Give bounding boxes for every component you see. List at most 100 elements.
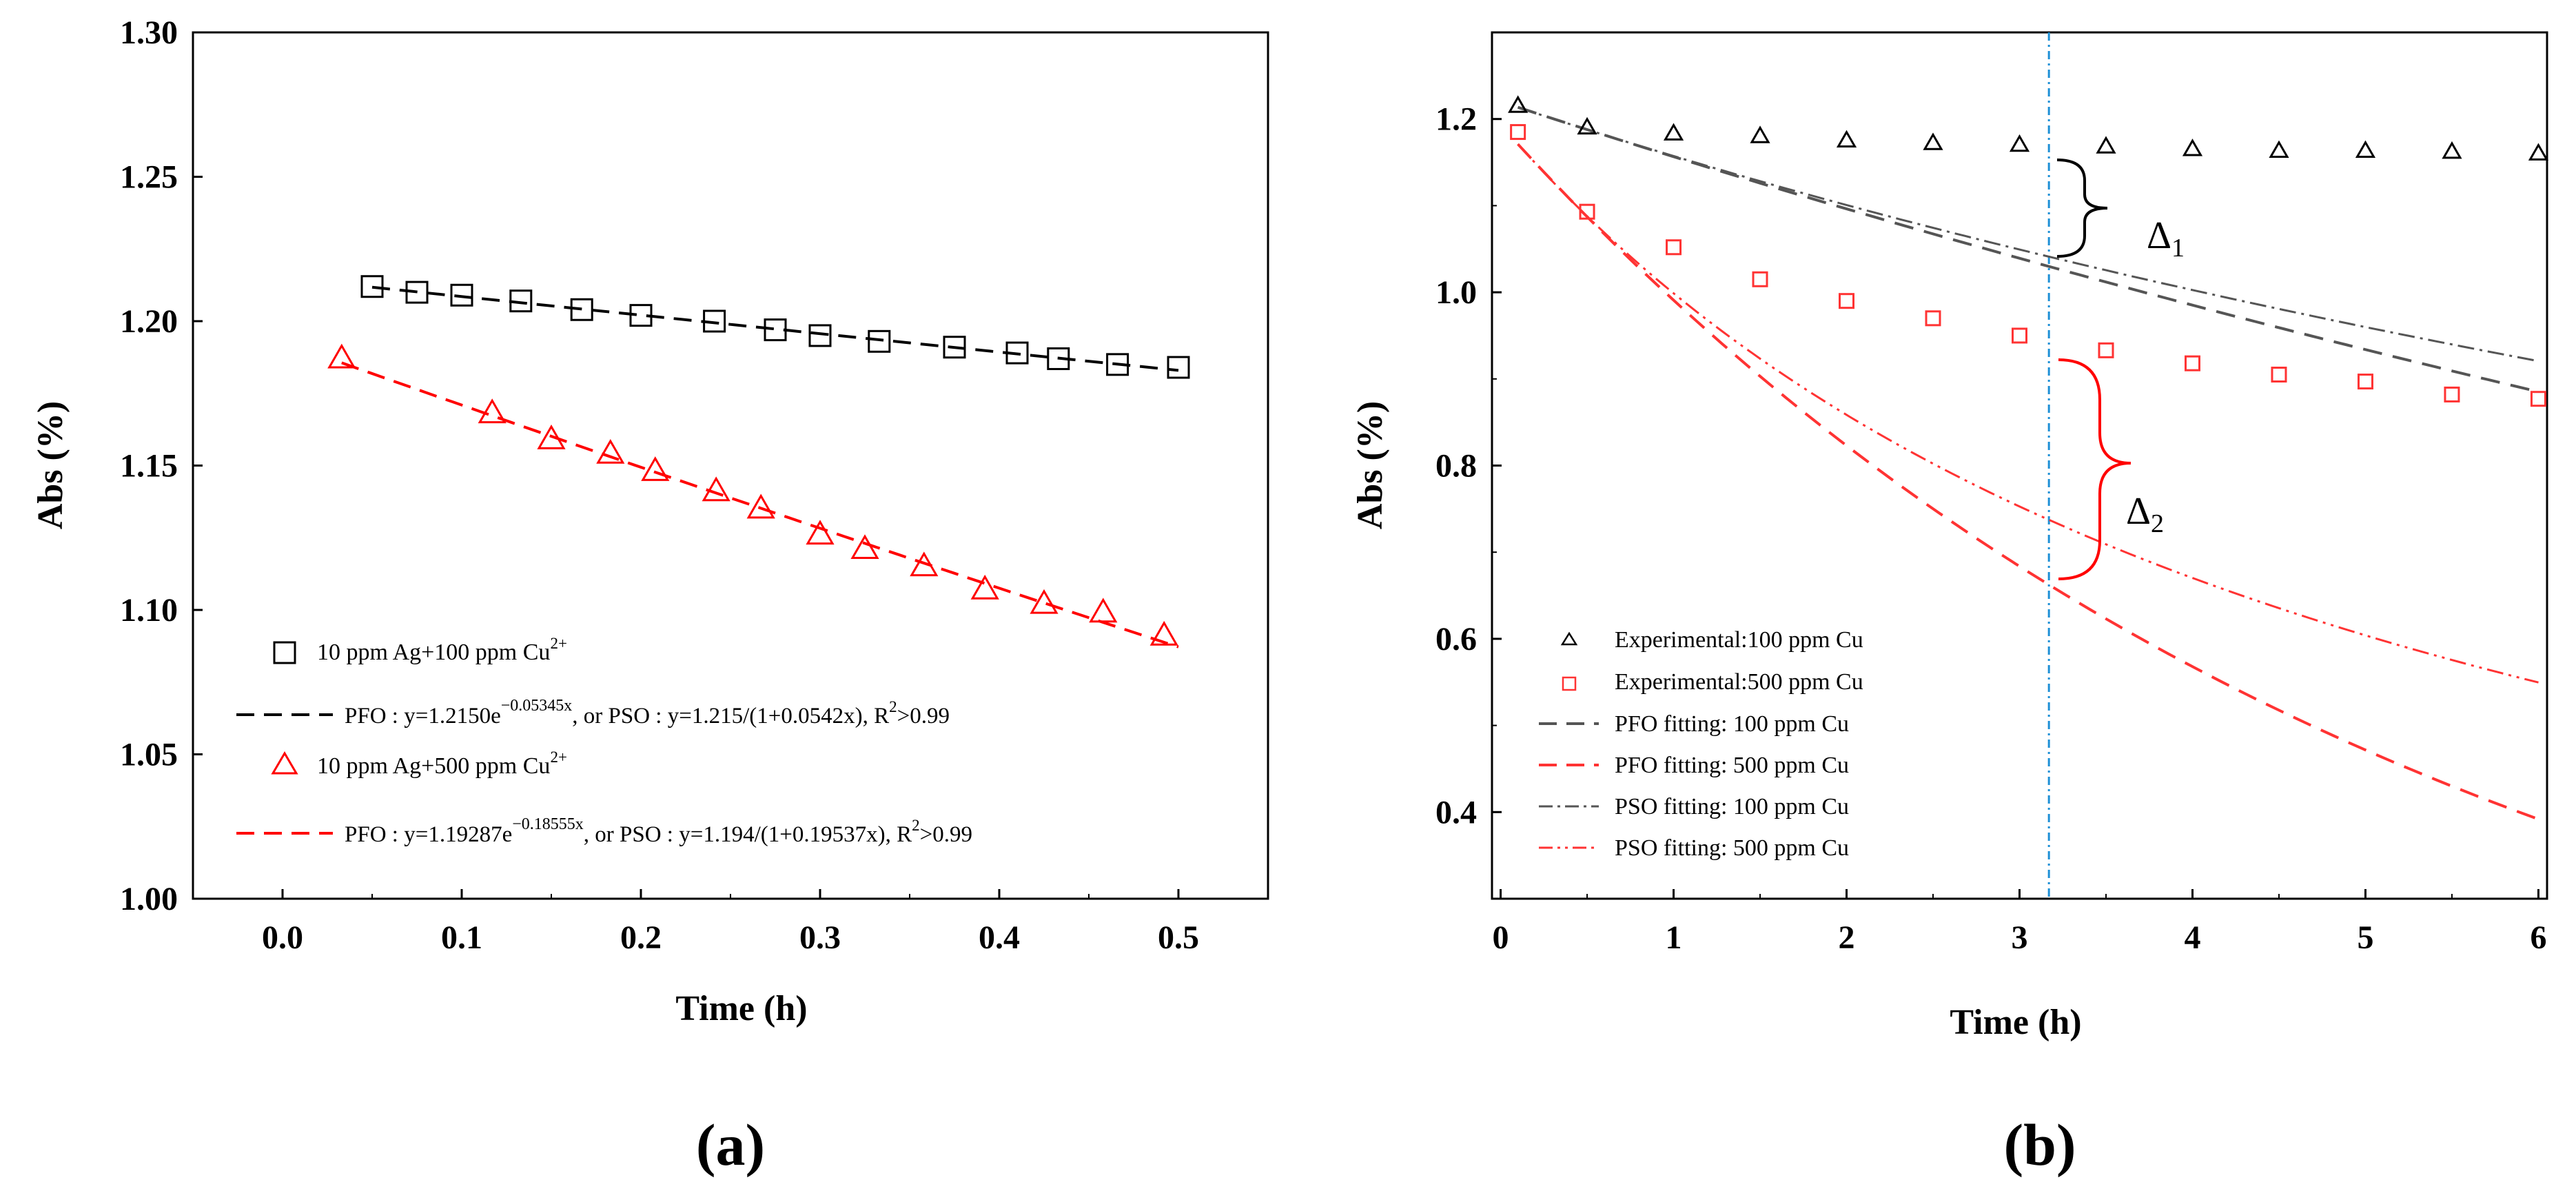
chart-b-data-point-100ppm <box>1577 116 1597 135</box>
chart-a-data-point-500ppm <box>537 424 566 449</box>
chart-b-legend-label-exp100: Experimental:100 ppm Cu <box>1615 627 1863 653</box>
chart-b-data-point-100ppm <box>1836 130 1857 147</box>
chart-a: 0.0 0.1 0.2 0.3 0.4 0.5 1.00 1.05 1.10 1.15 1.20 1.… <box>31 14 1269 1178</box>
chart-b-data-point-500ppm <box>2530 391 2546 407</box>
chart-a-data-point-100ppm <box>808 324 832 347</box>
chart-a-fit-line-0 <box>371 285 1179 372</box>
chart-a-data-point-100ppm <box>943 336 966 359</box>
chart-b-x-axis-label: Time (h) <box>1950 1003 2081 1042</box>
chart-a-data-point-500ppm <box>970 574 999 600</box>
chart-a-data-point-500ppm <box>1089 598 1118 623</box>
chart-a-legend-equation-500ppm: PFO : y=1.19287e−0.18555x, or PSO : y=1.… <box>345 815 972 847</box>
chart-a-y-tick-label: 1.20 <box>120 303 178 340</box>
chart-a-fit-line-1 <box>341 361 1179 649</box>
chart-b-data-point-100ppm <box>1663 123 1684 141</box>
chart-b-x-tick-label: 3 <box>2012 919 2028 956</box>
chart-b-data-point-500ppm <box>2184 355 2200 371</box>
chart-a-data-point-100ppm <box>703 309 726 333</box>
chart-b-y-tick-label: 0.8 <box>1435 448 1477 485</box>
chart-a-data-point-100ppm <box>1047 347 1070 370</box>
chart-b-data-point-100ppm <box>2355 140 2376 159</box>
chart-a-x-tick-label: 0.0 <box>262 919 303 956</box>
chart-a-data-point-500ppm <box>1030 589 1059 614</box>
chart-b-data-point-100ppm <box>1923 132 1943 150</box>
chart-b: 0 1 2 3 4 5 60.40.60.81.01.2 Time (h) Abs (%) … <box>1351 31 2549 1178</box>
chart-a-y-tick-label: 1.10 <box>120 592 178 629</box>
chart-b-points <box>1508 95 2549 407</box>
chart-b-brace-delta2 <box>2058 358 2132 580</box>
chart-a-data-point-500ppm <box>746 493 775 519</box>
chart-b-x-tick-label: 0 <box>1493 919 1509 956</box>
chart-b-data-point-100ppm <box>2269 140 2289 159</box>
chart-b-panel-label: (b) <box>2003 1112 2076 1178</box>
chart-a-y-tick-label: 1.30 <box>120 14 178 51</box>
chart-a-data-point-500ppm <box>702 476 730 502</box>
chart-b-data-point-500ppm <box>1925 310 1941 327</box>
chart-a-x-tick-label: 0.1 <box>441 919 482 956</box>
chart-b-data-point-100ppm <box>2442 141 2462 159</box>
chart-b-data-point-500ppm <box>2271 367 2287 383</box>
chart-a-data-point-500ppm <box>641 456 670 481</box>
chart-a-data-point-100ppm <box>1005 341 1029 365</box>
chart-a-axes: 0.0 0.1 0.2 0.3 0.4 0.5 1.00 1.05 1.10 1.15 1.20 1.… <box>120 14 1199 956</box>
chart-a-data-point-500ppm <box>806 520 835 545</box>
chart-b-axes: 0 1 2 3 4 5 6 0.4 0.6 0.8 1.0 1.2 <box>1435 32 2546 956</box>
chart-b-data-point-500ppm <box>1752 271 1768 287</box>
chart-a-legend: 10 ppm Ag+100 ppm Cu2+ PFO : y=1.2150e−0… <box>236 635 972 847</box>
chart-b-legend-label-pso100: PSO fitting: 100 ppm Cu <box>1615 794 1849 819</box>
chart-a-x-tick-label: 0.2 <box>620 919 662 956</box>
chart-b-data-point-500ppm <box>2098 342 2114 358</box>
chart-b-data-point-500ppm <box>1839 293 1855 309</box>
chart-b-data-point-100ppm <box>1508 95 1529 113</box>
chart-a-legend-square-marker <box>273 641 296 664</box>
chart-a-data-point-500ppm <box>910 551 939 577</box>
chart-b-data-point-500ppm <box>2357 374 2373 390</box>
chart-a-x-tick-label: 0.5 <box>1158 919 1199 956</box>
chart-b-legend-triangle-marker <box>1560 631 1578 646</box>
chart-a-data-point-100ppm <box>360 275 384 298</box>
chart-a-data-point-100ppm <box>1106 353 1129 376</box>
chart-a-x-axis-label: Time (h) <box>675 989 807 1028</box>
chart-b-y-tick-label: 0.4 <box>1435 794 1477 830</box>
chart-b-data-point-100ppm <box>2182 139 2203 156</box>
chart-b-data-point-500ppm <box>2444 386 2460 402</box>
chart-b-legend-label-pso500: PSO fitting: 500 ppm Cu <box>1615 835 1849 861</box>
chart-b-fit-line-pso-3 <box>1517 143 2539 684</box>
chart-a-legend-label-500ppm: 10 ppm Ag+500 ppm Cu2+ <box>317 748 567 779</box>
chart-b-x-tick-label: 6 <box>2530 919 2546 956</box>
chart-b-legend-square-marker <box>1562 676 1577 691</box>
chart-b-legend-label-exp500: Experimental:500 ppm Cu <box>1615 669 1863 695</box>
chart-a-points <box>327 275 1190 646</box>
chart-a-fits <box>341 285 1179 649</box>
chart-b-legend: Experimental:100 ppm Cu Experimental:500… <box>1539 627 1863 861</box>
chart-b-fit-line-pfo-0 <box>1517 105 2539 394</box>
chart-b-data-point-100ppm <box>2009 134 2030 152</box>
chart-b-fit-line-pfo-1 <box>1517 143 2539 821</box>
chart-a-legend-equation-100ppm: PFO : y=1.2150e−0.05345x, or PSO : y=1.2… <box>345 697 950 728</box>
chart-a-data-point-100ppm <box>1167 356 1190 379</box>
chart-b-data-point-500ppm <box>1666 239 1682 256</box>
chart-b-y-axis-label: Abs (%) <box>1351 401 1390 529</box>
chart-a-x-tick-label: 0.3 <box>799 919 841 956</box>
chart-a-data-point-500ppm <box>850 534 879 560</box>
chart-a-legend-label-100ppm: 10 ppm Ag+100 ppm Cu2+ <box>317 635 567 665</box>
chart-b-data-point-100ppm <box>2096 136 2116 154</box>
chart-a-panel-label: (a) <box>696 1112 765 1178</box>
chart-b-y-tick-label: 1.0 <box>1435 274 1477 311</box>
chart-a-data-point-100ppm <box>868 329 891 353</box>
chart-b-fit-line-pso-2 <box>1517 106 2539 363</box>
chart-a-y-axis-label: Abs (%) <box>31 401 70 529</box>
chart-b-y-tick-label: 0.6 <box>1435 621 1477 657</box>
chart-b-y-tick-label: 1.2 <box>1435 101 1477 138</box>
chart-b-annotation-delta2: Δ2 <box>2126 490 2164 538</box>
chart-b-data-point-100ppm <box>1750 125 1770 143</box>
chart-a-data-point-500ppm <box>478 398 507 424</box>
chart-b-fits <box>1517 105 2539 821</box>
chart-a-data-point-100ppm <box>629 304 653 327</box>
chart-b-x-tick-label: 1 <box>1666 919 1682 956</box>
chart-b-data-point-100ppm <box>2528 143 2549 161</box>
chart-a-data-point-100ppm <box>764 318 787 342</box>
chart-a-legend-triangle-marker <box>271 751 298 775</box>
chart-b-data-point-500ppm <box>2012 327 2027 344</box>
